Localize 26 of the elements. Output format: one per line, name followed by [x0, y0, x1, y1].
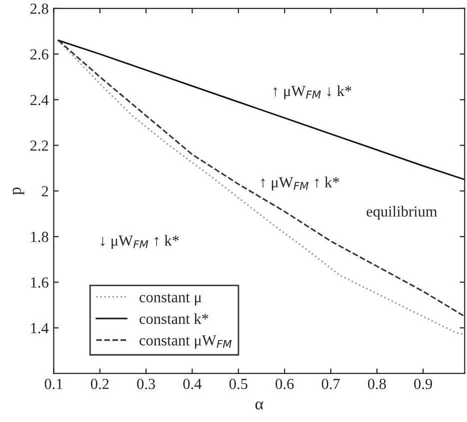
y-tick-label: 1.6 — [31, 277, 48, 288]
y-tick-label: 1.4 — [31, 323, 49, 334]
y-axis-title: p — [12, 187, 24, 195]
x-axis-title: α — [255, 401, 264, 410]
x-tick-label: 0.6 — [276, 378, 294, 390]
annotation: ↑ μW$_{FM}$ ↓ k* — [274, 85, 352, 100]
x-tick-label: 0.7 — [322, 378, 340, 390]
legend-label: constant k* — [140, 313, 208, 324]
legend-label: constant μW$_{FM}$ — [140, 335, 232, 349]
annotation: equilibrium — [366, 206, 438, 220]
x-tick-label: 0.9 — [414, 378, 432, 390]
x-tick-label: 0.1 — [44, 378, 62, 390]
y-tick-label: 1.8 — [31, 232, 48, 242]
y-tick-label: 2 — [42, 186, 48, 196]
x-tick-label: 0.8 — [368, 378, 386, 390]
annotation: ↑ μW$_{FM}$ ↑ k* — [261, 176, 340, 190]
y-tick-label: 2.6 — [30, 49, 48, 60]
x-tick-label: 0.2 — [90, 378, 109, 390]
x-tick-label: 0.4 — [183, 378, 202, 390]
x-tick-label: 0.5 — [229, 378, 248, 390]
y-tick-label: 2.4 — [30, 94, 49, 106]
annotation: ↓ μW$_{FM}$ ↑ k* — [100, 235, 179, 249]
legend-label: constant μ — [140, 294, 202, 306]
y-tick-label: 2.8 — [30, 4, 48, 14]
y-tick-label: 2.2 — [30, 140, 48, 151]
x-tick-label: 0.3 — [137, 378, 156, 390]
